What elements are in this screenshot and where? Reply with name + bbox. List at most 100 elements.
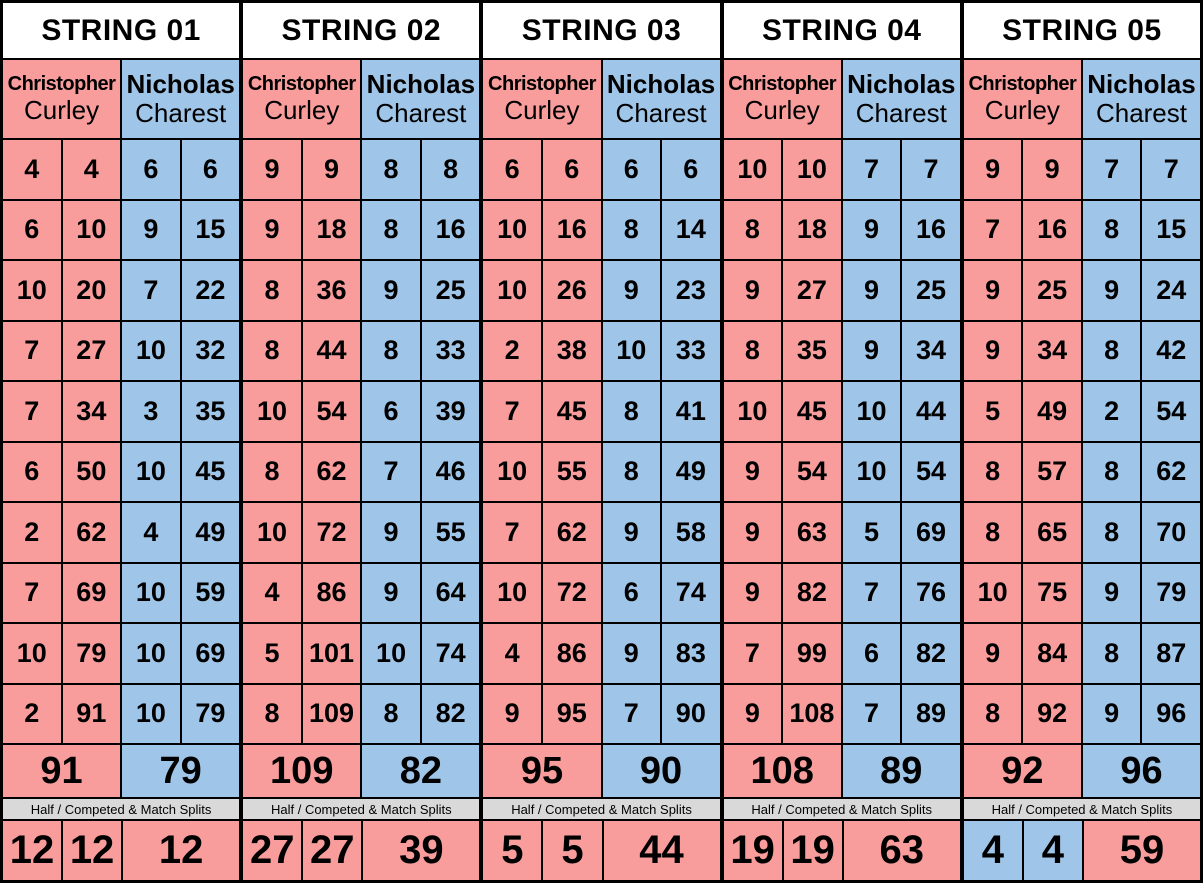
shot-score-cell: 9 xyxy=(962,260,1023,321)
player-a-header: Christopher Curley xyxy=(722,59,842,139)
shot-score-cell: 9 xyxy=(361,562,421,623)
player-b-header: Nicholas Charest xyxy=(361,59,481,139)
shot-score-cell: 7 xyxy=(2,320,62,381)
running-total-cell: 62 xyxy=(61,502,122,563)
split-value-cell: 44 xyxy=(602,820,721,881)
shot-score-cell: 9 xyxy=(1081,562,1142,623)
player-first-name: Christopher xyxy=(488,73,596,96)
shot-score-cell: 7 xyxy=(841,139,902,200)
string-total-b: 79 xyxy=(121,744,241,798)
shot-score-cell: 2 xyxy=(2,683,62,744)
string-total-b: 89 xyxy=(841,744,961,798)
shot-score-cell: 8 xyxy=(361,683,421,744)
shot-score-cell: 6 xyxy=(482,139,542,200)
shot-score-cell: 4 xyxy=(242,562,302,623)
shot-score-cell: 10 xyxy=(121,623,181,684)
shot-score-cell: 2 xyxy=(482,320,542,381)
shot-score-cell: 9 xyxy=(841,199,902,260)
shot-score-cell: 10 xyxy=(962,562,1023,623)
shot-score-cell: 4 xyxy=(2,139,62,200)
split-value-cell: 63 xyxy=(842,820,961,881)
split-value-cell: 12 xyxy=(62,820,123,881)
player-a-header: Christopher Curley xyxy=(242,59,362,139)
running-total-cell: 109 xyxy=(301,683,362,744)
shot-score-cell: 9 xyxy=(722,562,783,623)
shot-score-cell: 9 xyxy=(722,502,783,563)
string-column: STRING 04 Christopher Curley Nicholas Chares… xyxy=(720,2,961,881)
shot-score-cell: 10 xyxy=(601,320,662,381)
running-total-cell: 46 xyxy=(420,441,481,502)
shot-score-cell: 9 xyxy=(722,441,783,502)
running-total-cell: 38 xyxy=(541,320,602,381)
running-total-cell: 9 xyxy=(1022,139,1082,200)
running-total-cell: 25 xyxy=(420,260,481,321)
running-total-cell: 24 xyxy=(1141,260,1201,321)
running-total-cell: 87 xyxy=(1141,623,1201,684)
shot-score-cell: 4 xyxy=(482,623,542,684)
shot-score-cell: 6 xyxy=(841,623,902,684)
running-total-cell: 22 xyxy=(180,260,241,321)
split-value-cell: 39 xyxy=(362,820,481,881)
running-total-cell: 55 xyxy=(541,441,602,502)
shot-score-cell: 10 xyxy=(121,320,181,381)
running-total-cell: 18 xyxy=(301,199,362,260)
running-total-cell: 14 xyxy=(661,199,721,260)
string-total-a: 95 xyxy=(482,744,602,798)
shot-score-cell: 8 xyxy=(1081,441,1142,502)
player-last-name: Curley xyxy=(23,94,100,125)
string-total-a: 109 xyxy=(242,744,362,798)
running-total-cell: 26 xyxy=(541,260,602,321)
running-total-cell: 6 xyxy=(661,139,721,200)
shot-score-cell: 8 xyxy=(962,683,1023,744)
running-total-cell: 9 xyxy=(301,139,362,200)
shot-score-cell: 9 xyxy=(601,623,662,684)
shot-score-cell: 9 xyxy=(962,623,1023,684)
splits-band-label: Half / Competed & Match Splits xyxy=(242,798,481,820)
shot-score-cell: 9 xyxy=(482,683,542,744)
running-total-cell: 54 xyxy=(301,381,362,442)
running-total-cell: 92 xyxy=(1022,683,1082,744)
running-total-cell: 65 xyxy=(1022,502,1082,563)
shot-score-cell: 10 xyxy=(242,502,302,563)
running-total-cell: 90 xyxy=(661,683,721,744)
running-total-cell: 49 xyxy=(661,441,721,502)
running-total-cell: 82 xyxy=(420,683,481,744)
running-total-cell: 49 xyxy=(1022,381,1082,442)
running-total-cell: 6 xyxy=(180,139,241,200)
running-total-cell: 8 xyxy=(420,139,481,200)
running-total-cell: 96 xyxy=(1141,683,1201,744)
shot-score-cell: 8 xyxy=(242,320,302,381)
shot-score-cell: 6 xyxy=(601,562,662,623)
shot-score-cell: 8 xyxy=(242,441,302,502)
split-value-cell: 12 xyxy=(122,820,241,881)
string-title: STRING 02 xyxy=(242,2,481,59)
running-total-cell: 32 xyxy=(180,320,241,381)
shot-score-cell: 8 xyxy=(722,320,783,381)
string-title: STRING 03 xyxy=(482,2,721,59)
running-total-cell: 27 xyxy=(782,260,842,321)
shot-score-cell: 8 xyxy=(242,683,302,744)
running-total-cell: 42 xyxy=(1141,320,1201,381)
splits-band-label: Half / Competed & Match Splits xyxy=(2,798,241,820)
shot-score-cell: 9 xyxy=(1081,260,1142,321)
running-total-cell: 27 xyxy=(61,320,122,381)
shot-score-cell: 6 xyxy=(361,381,421,442)
shot-score-cell: 10 xyxy=(121,683,181,744)
string-column: STRING 05 Christopher Curley Nicholas Chares… xyxy=(960,2,1202,881)
running-total-cell: 91 xyxy=(61,683,122,744)
running-total-cell: 72 xyxy=(301,502,362,563)
shot-score-cell: 7 xyxy=(841,683,902,744)
running-total-cell: 95 xyxy=(541,683,602,744)
running-total-cell: 41 xyxy=(661,381,721,442)
running-total-cell: 54 xyxy=(1141,381,1201,442)
split-value-cell: 27 xyxy=(302,820,363,881)
shot-score-cell: 9 xyxy=(962,320,1023,381)
running-total-cell: 69 xyxy=(901,502,961,563)
string-total-a: 92 xyxy=(962,744,1082,798)
running-total-cell: 33 xyxy=(420,320,481,381)
running-total-cell: 59 xyxy=(180,562,241,623)
shot-score-cell: 8 xyxy=(962,441,1023,502)
shot-score-cell: 10 xyxy=(482,260,542,321)
shot-score-cell: 8 xyxy=(361,320,421,381)
running-total-cell: 7 xyxy=(901,139,961,200)
